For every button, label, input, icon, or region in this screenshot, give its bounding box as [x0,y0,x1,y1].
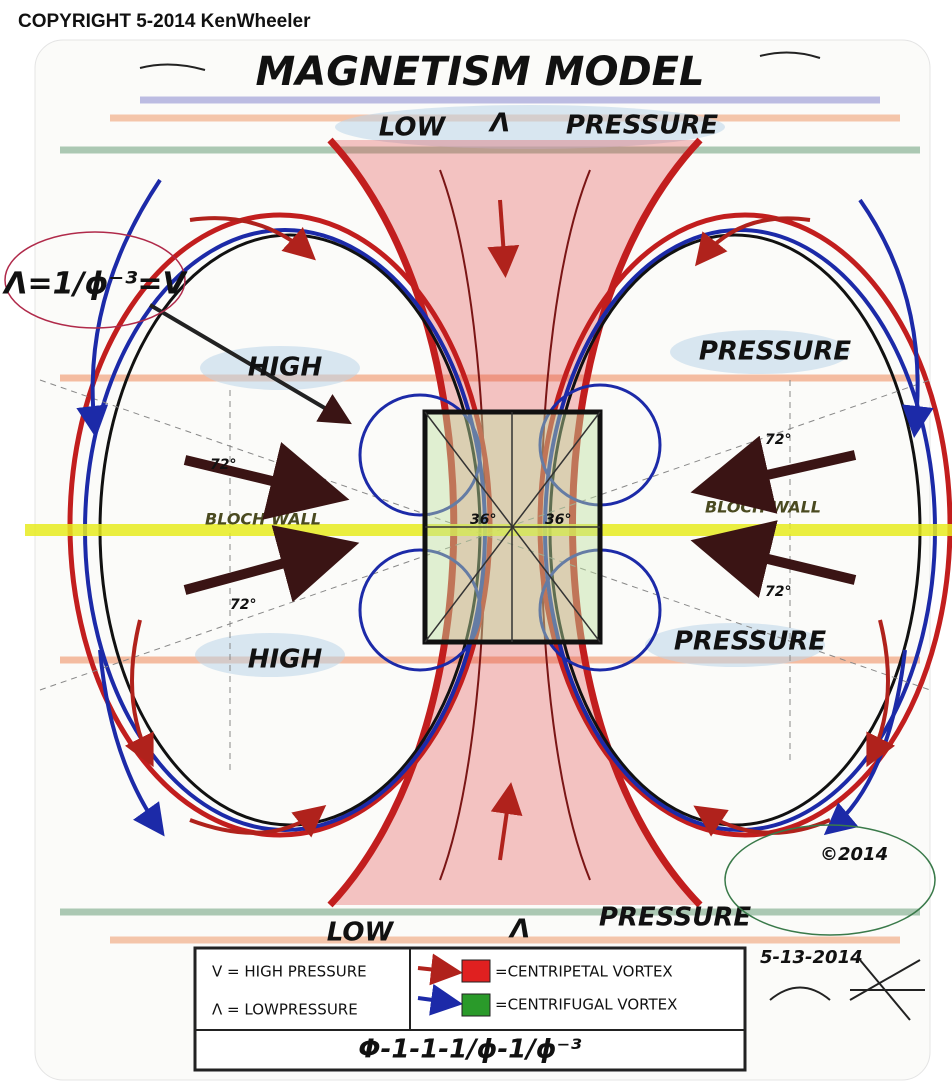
legend-high: V = HIGH PRESSURE [212,963,367,981]
legend-green-swatch [462,994,490,1016]
signature-copyright: ©2014 [820,844,888,865]
region-label: PRESSURE [674,627,826,657]
legend-centripetal: =CENTRIPETAL VORTEX [495,963,673,981]
diagram: COPYRIGHT 5-2014 KenWheeler MAGNETISM MO… [0,0,952,1088]
angle-label: 36° [545,512,571,528]
bottom-low: LOW [327,918,395,948]
magnet-diagonals [425,412,600,642]
top-pressure: PRESSURE [566,111,718,141]
legend-equation: Φ-1-1-1/ϕ-1/ϕ⁻³ [358,1035,582,1065]
angle-label: 36° [470,512,496,528]
region-label: HIGH [248,645,323,675]
signature-date: 5-13-2014 [760,947,863,968]
top-low: LOW [379,113,447,143]
region-label: HIGH [248,353,323,383]
title: MAGNETISM MODEL [256,49,705,95]
region-label: PRESSURE [699,337,851,367]
legend-centrifugal: =CENTRIFUGAL VORTEX [495,996,677,1014]
bottom-symbol: Λ [508,915,530,945]
angle-label: 72° [765,584,791,600]
bottom-pressure: PRESSURE [599,903,751,933]
bloch-wall-label: BLOCH WALL [205,510,321,529]
angle-label: 72° [210,457,236,473]
formula: Λ=1/ϕ⁻³=V [2,267,188,302]
legend-red-swatch [462,960,490,982]
angle-label: 72° [230,597,256,613]
angle-label: 72° [765,432,791,448]
legend-low: Λ = LOWPRESSURE [212,1001,358,1019]
top-symbol: Λ [488,109,510,139]
copyright: COPYRIGHT 5-2014 KenWheeler [18,11,311,32]
bloch-wall-label: BLOCH WALL [705,498,821,517]
